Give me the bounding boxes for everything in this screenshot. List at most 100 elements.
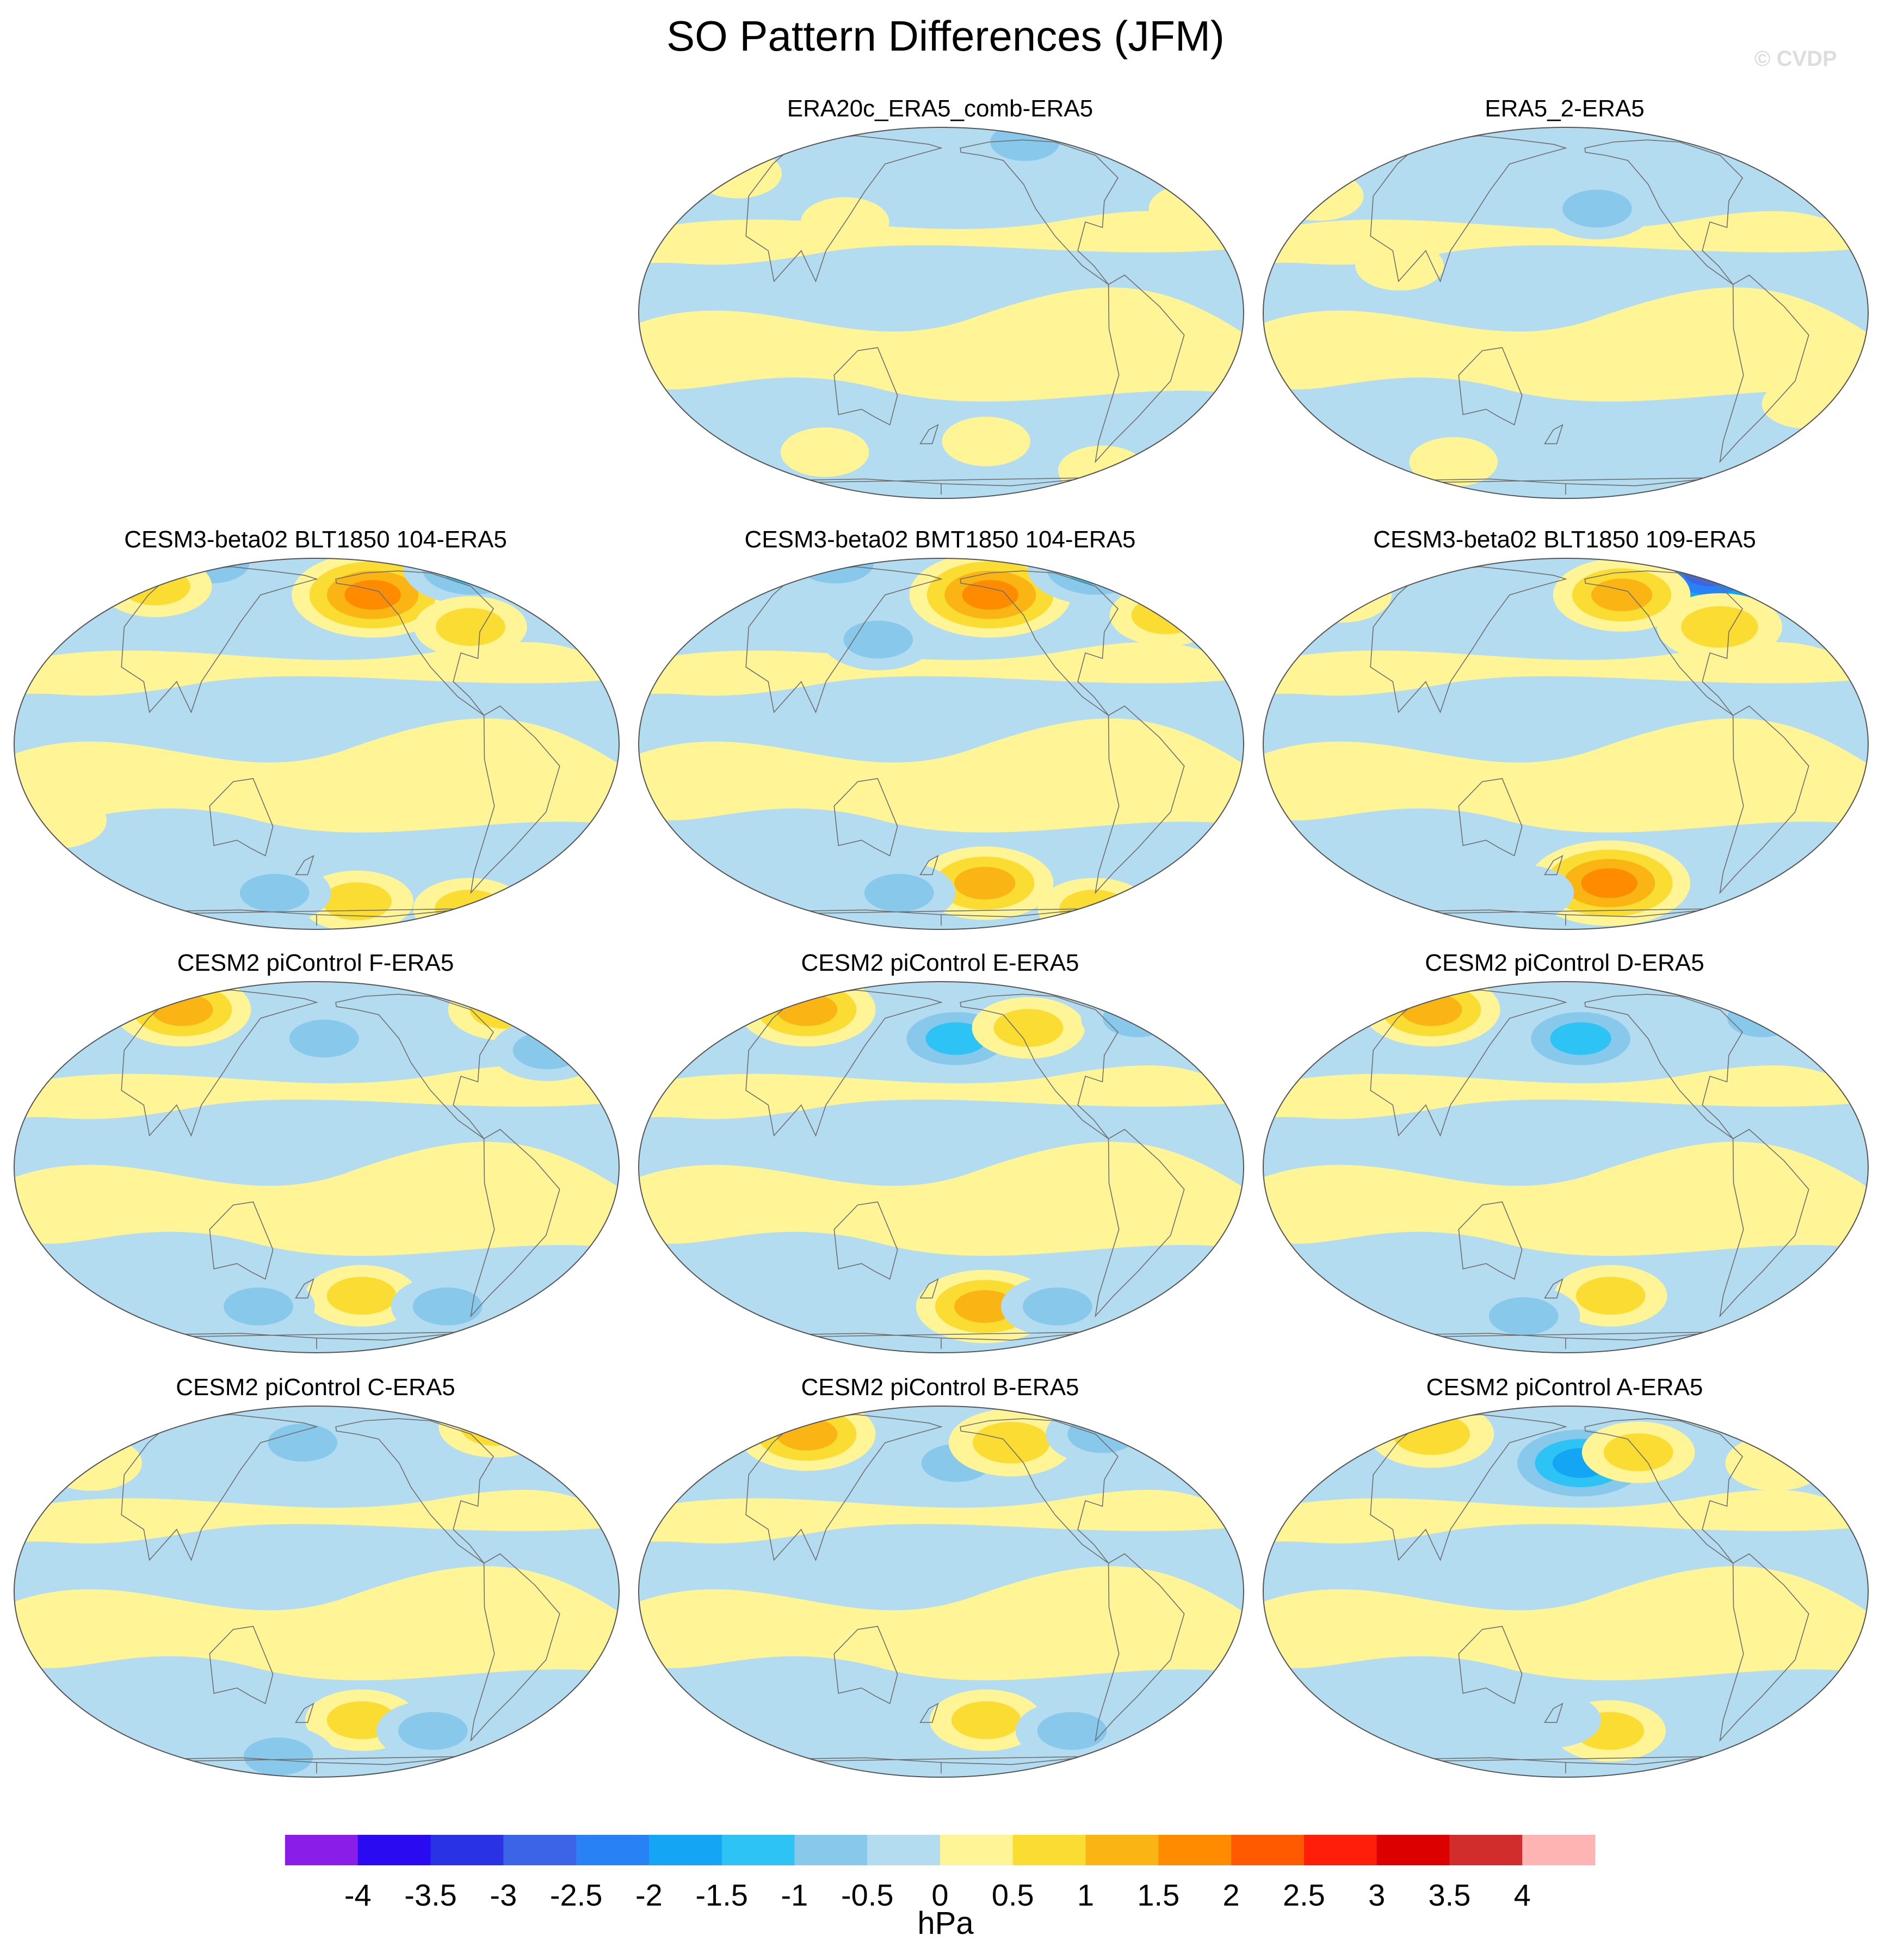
map-boundary <box>638 558 1244 930</box>
positive-anomaly-contour <box>1409 437 1498 487</box>
map-boundary <box>14 558 620 930</box>
negative-anomaly-contour <box>239 873 310 912</box>
coastline <box>209 1201 274 1280</box>
colorbar-swatch <box>1449 1835 1523 1865</box>
coastline <box>919 1703 939 1723</box>
coastline <box>1458 778 1523 856</box>
negative-anomaly-contour <box>412 1287 483 1326</box>
colorbar-swatch <box>1012 1835 1086 1865</box>
panel-title: CESM3-beta02 BMT1850 104-ERA5 <box>744 526 1136 553</box>
colorbar-tick-label: 0 <box>931 1878 948 1912</box>
colorbar-tick-label: -1 <box>781 1878 808 1912</box>
map-plot <box>638 1406 1244 1778</box>
positive-anomaly-contour <box>344 580 401 610</box>
coastline <box>121 989 318 1137</box>
coastline <box>1584 1418 1744 1564</box>
panel-title: CESM2 piControl B-ERA5 <box>801 1374 1079 1401</box>
map-boundary <box>638 1406 1244 1778</box>
coastline <box>295 1703 314 1723</box>
coastline <box>1584 139 1744 285</box>
panel-title: CESM2 piControl E-ERA5 <box>801 950 1079 976</box>
coastline <box>209 778 274 856</box>
colorbar-swatch <box>1085 1835 1159 1865</box>
positive-anomaly-contour <box>962 580 1018 610</box>
panel-title: CESM2 piControl F-ERA5 <box>177 950 454 976</box>
panel-title: ERA20c_ERA5_comb-ERA5 <box>787 95 1093 122</box>
colorbar-swatch <box>576 1835 650 1865</box>
map-panel: CESM3-beta02 BLT1850 104-ERA5 <box>5 525 626 938</box>
positive-anomaly-contour <box>951 1701 1021 1740</box>
map-plot <box>638 558 1244 930</box>
panel-title: CESM2 piControl D-ERA5 <box>1425 950 1704 976</box>
colorbar-swatch <box>1231 1835 1305 1865</box>
coastline <box>1095 274 1185 464</box>
coastline <box>121 566 318 714</box>
positive-band <box>1263 1566 1868 1680</box>
map-boundary <box>638 127 1244 499</box>
colorbar-swatch <box>285 1835 359 1865</box>
coastline <box>1458 1625 1523 1704</box>
negative-anomaly-contour <box>1037 1712 1107 1750</box>
coastline <box>295 1278 314 1299</box>
positive-anomaly-contour <box>326 1277 397 1315</box>
coastline <box>1095 1129 1185 1318</box>
coastline <box>745 1414 943 1562</box>
colorbar-tick-label: 0.5 <box>992 1878 1034 1912</box>
map-plot <box>1263 1406 1869 1778</box>
colorbar-tick-label: -2.5 <box>550 1878 603 1912</box>
colorbar-tick-label: -3 <box>490 1878 517 1912</box>
map-panel: CESM2 piControl C-ERA5 <box>5 1372 626 1786</box>
map-boundary <box>1263 558 1869 930</box>
map-boundary <box>14 981 620 1353</box>
coastline <box>1584 994 1744 1139</box>
map-panel: CESM2 piControl B-ERA5 <box>630 1372 1250 1786</box>
positive-anomaly-contour <box>954 1290 1016 1323</box>
colorbar-tick-label: 2.5 <box>1283 1878 1325 1912</box>
colorbar-swatch <box>1303 1835 1377 1865</box>
colorbar-tick-label: 1 <box>1077 1878 1094 1912</box>
panel-title: CESM3-beta02 BLT1850 109-ERA5 <box>1373 526 1756 553</box>
figure-title: SO Pattern Differences (JFM) <box>666 12 1225 60</box>
colorbar-swatch <box>357 1835 431 1865</box>
positive-band <box>1263 287 1868 402</box>
coastline <box>833 1201 898 1280</box>
map-plot <box>1263 558 1869 930</box>
coastline <box>1370 989 1567 1137</box>
coastline <box>121 1414 318 1562</box>
negative-anomaly-contour <box>289 1019 359 1058</box>
map-panel: CESM2 piControl D-ERA5 <box>1255 948 1875 1361</box>
colorbar-tick-label: 3 <box>1368 1878 1385 1912</box>
colorbar-swatch <box>721 1835 795 1865</box>
coastline <box>295 855 314 876</box>
colorbar-swatch <box>503 1835 577 1865</box>
coastline <box>833 1625 898 1704</box>
colorbar-tick-label: -0.5 <box>841 1878 894 1912</box>
coastline <box>1095 1553 1185 1742</box>
colorbar-tick-label: 2 <box>1223 1878 1240 1912</box>
panel-title: ERA5_2-ERA5 <box>1485 95 1645 122</box>
negative-anomaly-contour <box>398 1712 468 1750</box>
positive-anomaly-contour <box>1603 1433 1673 1471</box>
negative-anomaly-contour <box>1500 1692 1601 1748</box>
negative-anomaly-contour <box>864 873 934 912</box>
colorbar-tick-label: -4 <box>344 1878 372 1912</box>
positive-anomaly-contour <box>1681 606 1758 648</box>
map-boundary <box>14 1406 620 1778</box>
positive-anomaly-contour <box>1355 241 1444 291</box>
map-boundary <box>1263 127 1869 499</box>
coastline <box>335 1418 495 1564</box>
coastline <box>1719 274 1809 464</box>
negative-anomaly-contour <box>1023 1287 1092 1326</box>
colorbar-swatch <box>1158 1835 1232 1865</box>
coastline <box>335 994 495 1139</box>
panel-title: CESM3-beta02 BLT1850 104-ERA5 <box>124 526 507 553</box>
coastline <box>1370 566 1567 714</box>
positive-band <box>1263 1142 1868 1256</box>
colorbar-tick-label: 1.5 <box>1137 1878 1179 1912</box>
map-panel: ERA20c_ERA5_comb-ERA5 <box>630 94 1250 507</box>
map-plot <box>1263 981 1869 1353</box>
coastline <box>833 778 898 856</box>
positive-band <box>14 1142 619 1256</box>
coastline <box>833 347 898 426</box>
map-panel: CESM3-beta02 BLT1850 109-ERA5 <box>1255 525 1875 938</box>
